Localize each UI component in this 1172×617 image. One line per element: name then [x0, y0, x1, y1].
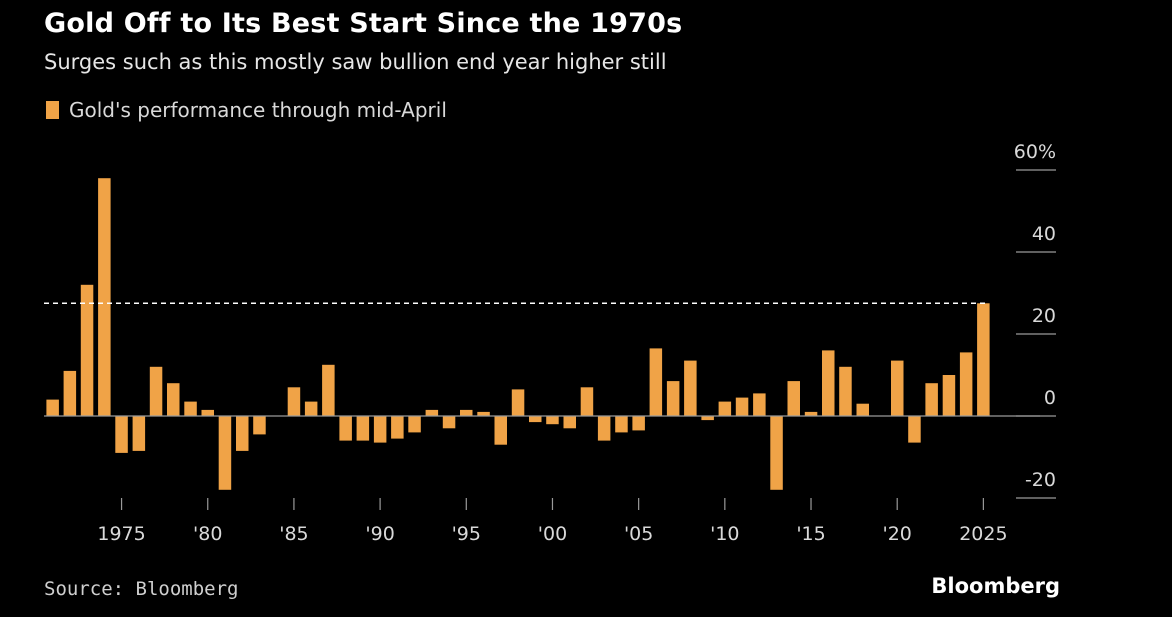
bar-2021	[908, 416, 921, 443]
bar-1977	[149, 366, 163, 416]
bar-2020	[891, 360, 904, 416]
bar-2001	[563, 416, 576, 429]
legend-swatch	[46, 101, 59, 119]
bars-group	[46, 178, 990, 490]
bar-1995	[460, 409, 473, 416]
x-tick-label: '15	[796, 523, 825, 545]
bar-2018	[856, 403, 869, 416]
axes-group	[44, 169, 1056, 510]
x-tick-label: '10	[710, 523, 739, 545]
y-tick-label: 40	[1032, 223, 1056, 245]
bar-1996	[477, 411, 490, 416]
bar-2005	[632, 416, 645, 431]
bar-2013	[770, 416, 783, 490]
x-tick-label: '20	[882, 523, 911, 545]
chart-subtitle: Surges such as this mostly saw bullion e…	[44, 50, 667, 74]
chart-title: Gold Off to Its Best Start Since the 197…	[44, 8, 683, 39]
legend: Gold's performance through mid-April	[46, 98, 447, 122]
x-tick-label: '85	[279, 523, 308, 545]
bar-1994	[442, 416, 456, 429]
y-tick-label: -20	[1025, 469, 1056, 491]
bar-2011	[735, 397, 749, 416]
bar-1973	[80, 284, 94, 416]
bar-2022	[925, 383, 938, 416]
bar-1997	[494, 416, 507, 445]
bar-2025	[977, 303, 990, 417]
y-tick-label: 20	[1032, 305, 1056, 327]
bar-1988	[339, 416, 352, 441]
y-tick-label: 0	[1044, 387, 1056, 409]
bar-2023	[942, 375, 956, 416]
bar-1990	[373, 416, 387, 443]
bar-1972	[63, 370, 77, 416]
bar-2006	[649, 348, 663, 416]
bar-1993	[425, 409, 439, 416]
x-tick-label: '80	[193, 523, 222, 545]
bar-2012	[753, 393, 766, 416]
bar-1971	[46, 399, 59, 416]
bar-1986	[304, 401, 318, 416]
source-note: Source: Bloomberg	[44, 578, 239, 600]
bar-2007	[666, 381, 680, 416]
bar-1989	[356, 416, 370, 441]
bar-1999	[529, 416, 542, 423]
legend-label: Gold's performance through mid-April	[69, 98, 447, 122]
bar-1980	[201, 409, 214, 416]
bar-1981	[218, 416, 232, 490]
bar-1982	[236, 416, 249, 451]
x-tick-label: 1975	[97, 523, 145, 545]
bar-2024	[959, 352, 973, 416]
bar-2015	[804, 411, 818, 416]
bloomberg-logo: Bloomberg	[931, 574, 1060, 598]
bar-2014	[787, 381, 800, 416]
bar-2010	[718, 401, 732, 416]
bar-1983	[253, 416, 266, 435]
bar-1992	[408, 416, 421, 433]
bar-1974	[98, 178, 111, 416]
bar-2017	[839, 366, 852, 416]
x-tick-label: 2025	[959, 523, 1007, 545]
bar-2003	[597, 416, 611, 441]
labels-group: 60% 40 20 0 -20 1975 '80 '85 '90 '95 '00 '05 '10 '15 '…	[97, 141, 1056, 545]
bar-2002	[580, 387, 594, 416]
bar-1998	[511, 389, 525, 416]
y-tick-label: 60%	[1014, 141, 1056, 163]
bar-2008	[684, 360, 697, 416]
bar-2009	[701, 416, 714, 421]
x-tick-label: '95	[452, 523, 481, 545]
bar-1987	[322, 364, 335, 417]
bar-2000	[546, 416, 559, 425]
bar-1979	[184, 401, 197, 416]
x-tick-label: '90	[365, 523, 394, 545]
bar-1985	[287, 387, 301, 416]
x-tick-label: '05	[624, 523, 653, 545]
bar-1976	[132, 416, 146, 451]
bar-2004	[615, 416, 628, 433]
x-tick-label: '00	[538, 523, 567, 545]
bar-1991	[391, 416, 404, 439]
bar-1975	[115, 416, 128, 453]
bar-1978	[167, 383, 180, 416]
bar-2016	[822, 350, 835, 416]
